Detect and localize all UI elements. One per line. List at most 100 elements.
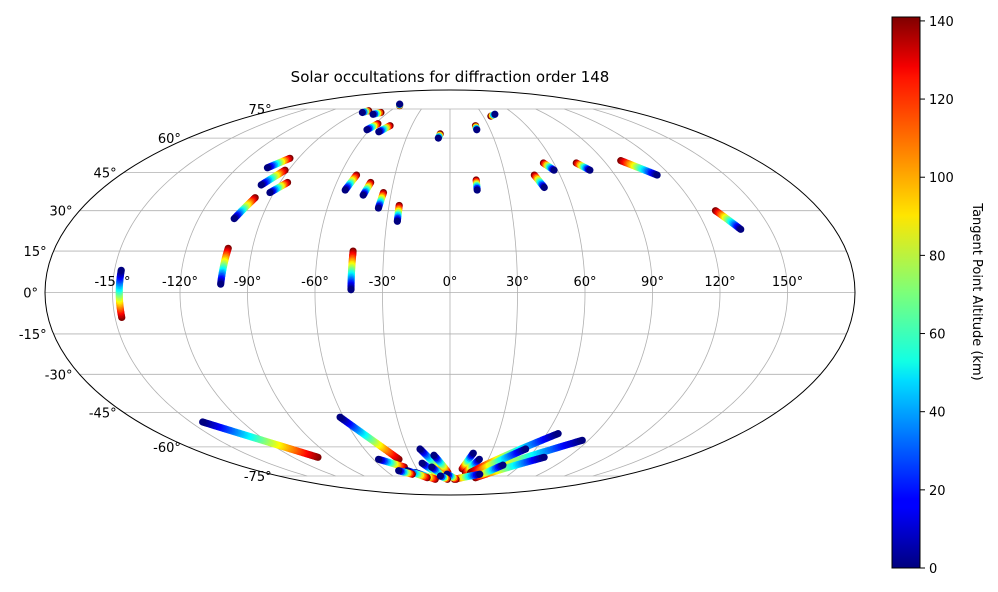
occultation-track bbox=[375, 122, 394, 136]
occultation-point bbox=[266, 188, 274, 197]
occultation-track bbox=[257, 166, 289, 189]
occultation-point bbox=[396, 100, 404, 108]
latitude-tick-label: -45° bbox=[89, 406, 117, 421]
occultation-point bbox=[418, 459, 426, 467]
occultation-point bbox=[476, 470, 484, 478]
colorbar-tick-label: 60 bbox=[929, 328, 946, 343]
occultation-point bbox=[737, 225, 745, 233]
colorbar-tick-label: 0 bbox=[929, 562, 937, 577]
occultation-track bbox=[539, 159, 558, 174]
occultation-track bbox=[393, 201, 403, 225]
occultation-track bbox=[434, 130, 444, 142]
occultation-point bbox=[540, 453, 548, 461]
occultation-point bbox=[363, 126, 371, 134]
occultation-track bbox=[347, 247, 357, 294]
occultation-point bbox=[554, 430, 562, 438]
occultation-point bbox=[473, 126, 481, 134]
occultation-point bbox=[473, 186, 481, 194]
occultation-track bbox=[395, 467, 416, 478]
occultation-point bbox=[369, 110, 377, 118]
occultation-track bbox=[458, 449, 477, 473]
colorbar bbox=[891, 16, 921, 569]
colorbar-tick-label: 40 bbox=[929, 406, 946, 421]
occultation-point bbox=[522, 445, 530, 453]
occultation-point bbox=[199, 418, 207, 426]
occultation-point bbox=[436, 472, 445, 480]
occultation-track bbox=[487, 110, 499, 120]
occultation-point bbox=[428, 463, 436, 471]
occultation-track bbox=[395, 100, 404, 110]
occultation-point bbox=[586, 166, 594, 174]
longitude-tick-label: -90° bbox=[234, 275, 262, 290]
occultation-point bbox=[540, 183, 548, 192]
longitude-tick-label: 0° bbox=[443, 275, 458, 290]
occultation-point bbox=[430, 451, 438, 459]
occultation-point bbox=[217, 280, 225, 288]
occultation-point bbox=[578, 436, 586, 444]
occultation-point bbox=[475, 455, 483, 463]
latitude-tick-label: 60° bbox=[158, 132, 181, 147]
colorbar-tick-label: 80 bbox=[929, 249, 946, 264]
occultation-track bbox=[369, 108, 385, 118]
longitude-tick-labels: -150° -120° -90° -60° -30° 0° 30° 60° 90° 120° 150… bbox=[94, 275, 803, 290]
occultation-track bbox=[711, 207, 745, 233]
colorbar-label: Tangent Point Altitude (km) bbox=[969, 202, 984, 380]
colorbar-tick-label: 20 bbox=[929, 484, 946, 499]
occultation-track bbox=[359, 178, 375, 199]
colorbar-tick-label: 100 bbox=[929, 171, 954, 186]
occultation-point bbox=[375, 128, 383, 136]
occultation-point bbox=[491, 110, 499, 118]
occultation-track bbox=[572, 159, 594, 174]
occultation-point bbox=[374, 204, 383, 212]
occultation-point bbox=[416, 445, 424, 453]
occultation-track bbox=[530, 171, 548, 192]
longitude-tick-label: 150° bbox=[772, 275, 803, 290]
occultation-point bbox=[550, 166, 558, 174]
latitude-tick-label: 15° bbox=[24, 245, 47, 260]
occultation-point bbox=[499, 461, 507, 469]
latitude-tick-label: -60° bbox=[153, 441, 181, 456]
occultation-point bbox=[336, 413, 344, 421]
occultation-track bbox=[374, 455, 408, 471]
occultation-point bbox=[341, 186, 349, 194]
occultation-track bbox=[617, 157, 661, 179]
occultation-track bbox=[266, 178, 292, 197]
occultation-point bbox=[257, 181, 265, 189]
latitude-tick-label: -75° bbox=[244, 470, 272, 485]
graticule bbox=[45, 108, 855, 477]
longitude-tick-label: 120° bbox=[704, 275, 735, 290]
colorbar-tick-label: 120 bbox=[929, 93, 954, 108]
occultation-track bbox=[472, 176, 481, 194]
occultation-point bbox=[653, 171, 661, 179]
occultation-point bbox=[395, 467, 403, 475]
latitude-tick-label: 30° bbox=[49, 205, 72, 220]
latitude-tick-label: -30° bbox=[45, 368, 73, 383]
longitude-tick-label: -60° bbox=[301, 275, 329, 290]
map-boundary bbox=[44, 89, 856, 496]
latitude-tick-label: 75° bbox=[249, 103, 272, 118]
occultation-track bbox=[443, 470, 460, 483]
occultation-point bbox=[434, 134, 442, 142]
occultation-point bbox=[359, 191, 367, 199]
occultation-point bbox=[230, 215, 238, 223]
occultation-track bbox=[374, 188, 388, 212]
occultation-track bbox=[115, 266, 126, 322]
colorbar-ticks: 0 20 40 60 80 100 120 140 bbox=[920, 15, 954, 577]
occultation-point bbox=[358, 108, 366, 117]
occultation-track bbox=[363, 120, 382, 134]
occultation-track bbox=[230, 194, 259, 223]
occultation-point bbox=[117, 266, 125, 274]
occultation-track bbox=[471, 122, 481, 134]
occultation-track bbox=[217, 244, 232, 288]
longitude-tick-label: -150° bbox=[94, 275, 130, 290]
chart-title: Solar occultations for diffraction order… bbox=[291, 68, 610, 86]
longitude-tick-label: -30° bbox=[369, 275, 397, 290]
longitude-tick-label: -120° bbox=[162, 275, 198, 290]
occultation-points bbox=[115, 100, 745, 483]
longitude-tick-label: 90° bbox=[641, 275, 664, 290]
occultation-point bbox=[393, 217, 401, 225]
occultation-point bbox=[374, 455, 383, 463]
occultation-track bbox=[199, 418, 322, 461]
latitude-tick-label: -15° bbox=[19, 328, 47, 343]
